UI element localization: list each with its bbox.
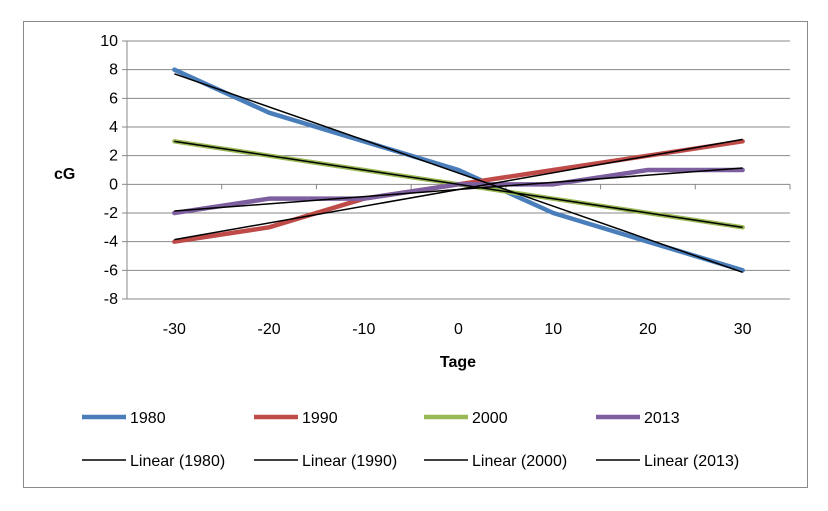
- x-axis-ticks: -30 -20 -10 0 10 20 30: [126, 184, 791, 338]
- y-tick-label: 6: [109, 90, 118, 107]
- y-tick-label: -8: [104, 291, 118, 308]
- trendline-4: [174, 167, 743, 212]
- legend-label-1990: 1990: [302, 410, 338, 427]
- gridlines: [126, 40, 790, 300]
- y-tick-label: -2: [104, 205, 118, 222]
- series-lines: [172, 67, 745, 273]
- trendlines: [174, 73, 743, 274]
- trendline-1: [174, 73, 743, 274]
- x-tick-label: -30: [163, 321, 186, 338]
- x-tick-label: 20: [639, 321, 657, 338]
- y-tick-label: 0: [109, 176, 118, 193]
- legend-label-trend-2: Linear (1990): [302, 453, 397, 470]
- legend-label-trend-3: Linear (2000): [472, 453, 567, 470]
- y-axis-title: cG: [54, 166, 75, 183]
- x-tick-label: 10: [544, 321, 562, 338]
- y-tick-label: 10: [100, 33, 118, 50]
- x-tick-label: 30: [734, 321, 752, 338]
- series-line-1980: [172, 67, 745, 273]
- y-axis-ticks: 10 8 6 4 2 0 -2 -4 -6 -8: [100, 33, 127, 308]
- legend-label-2000: 2000: [472, 410, 508, 427]
- y-tick-label: 4: [109, 119, 118, 136]
- legend: 1980 1990 2000 2013 Linear (1980) Linear (199…: [82, 410, 739, 470]
- legend-label-2013: 2013: [644, 410, 680, 427]
- legend-label-1980: 1980: [130, 410, 166, 427]
- x-tick-label: 0: [454, 321, 463, 338]
- y-tick-label: 2: [109, 148, 118, 165]
- x-axis-title: Tage: [440, 354, 476, 371]
- trendline-3: [174, 140, 743, 229]
- legend-label-trend-4: Linear (2013): [644, 453, 739, 470]
- series-line-2013: [172, 167, 745, 216]
- y-tick-label: -4: [104, 234, 118, 251]
- x-tick-label: -20: [258, 321, 281, 338]
- y-tick-label: 8: [109, 62, 118, 79]
- y-tick-label: -6: [104, 262, 118, 279]
- x-tick-label: -10: [352, 321, 375, 338]
- legend-label-trend-1: Linear (1980): [130, 453, 225, 470]
